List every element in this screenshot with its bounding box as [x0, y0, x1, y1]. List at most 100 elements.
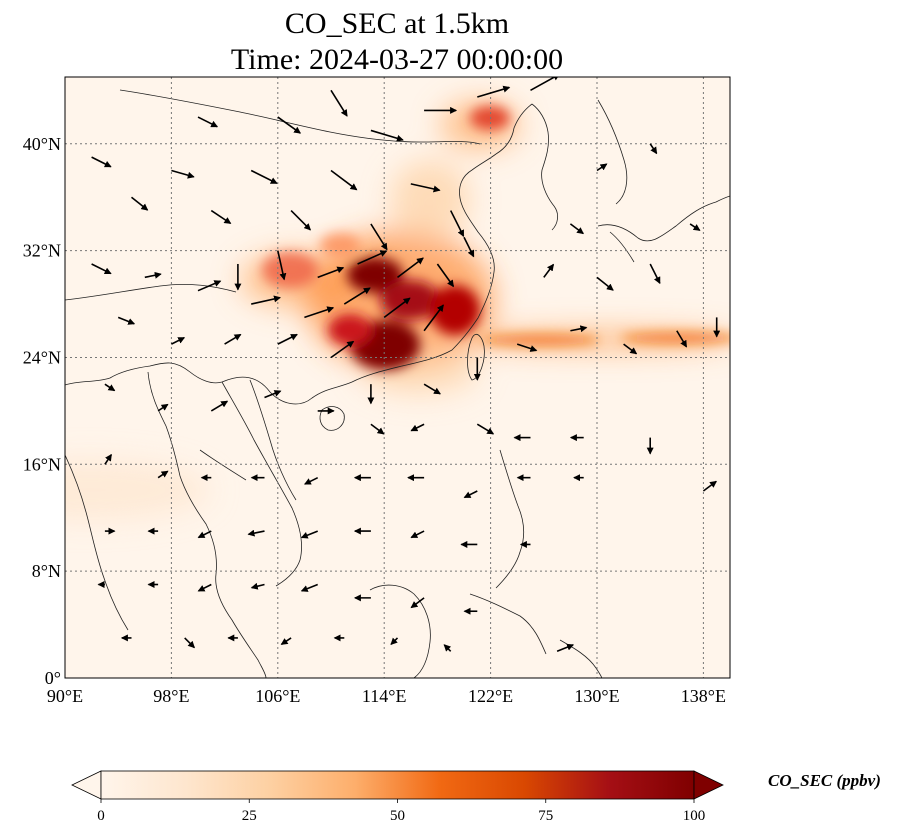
wind-arrow — [463, 236, 475, 258]
gridlines — [65, 77, 730, 678]
wind-arrow — [370, 129, 404, 142]
wind-arrow — [649, 263, 661, 285]
lon-tick-label: 98°E — [153, 686, 189, 706]
wind-arrow — [300, 583, 318, 592]
wind-arrow — [383, 297, 411, 319]
lat-tick-label: 16°N — [23, 454, 61, 474]
wind-arrow — [197, 530, 212, 539]
wind-arrow — [264, 390, 282, 399]
wind-arrow — [423, 304, 444, 332]
wind-arrow — [596, 276, 614, 291]
wind-arrow — [410, 597, 425, 609]
wind-arrow — [171, 336, 186, 345]
wind-arrow — [476, 423, 495, 435]
wind-arrow — [397, 257, 424, 278]
coastlines — [65, 89, 730, 678]
wind-arrow — [649, 143, 658, 155]
wind-arrow — [91, 263, 112, 275]
plume-core — [262, 106, 730, 370]
wind-arrow — [449, 210, 465, 238]
wind-arrow — [702, 480, 718, 492]
lat-tick-label: 8°N — [32, 561, 61, 581]
wind-arrow — [277, 250, 287, 281]
colorbar-tick-label: 75 — [538, 808, 553, 824]
lon-tick-label: 138°E — [681, 686, 726, 706]
wind-arrow — [104, 383, 116, 392]
wind-arrow — [390, 637, 399, 646]
wind-arrow — [157, 470, 169, 479]
colorbar-extend-min — [71, 770, 102, 800]
lon-tick-label: 90°E — [47, 686, 83, 706]
wind-arrow — [251, 295, 281, 305]
wind-arrow — [277, 116, 302, 134]
wind-arrow — [569, 223, 585, 235]
wind-arrow — [477, 85, 511, 98]
wind-arrow — [210, 400, 229, 412]
wind-arrow — [330, 340, 355, 359]
wind-arrow — [556, 643, 575, 653]
wind-arrow — [117, 316, 136, 325]
wind-arrow — [304, 476, 319, 485]
colorbar: 0 25 50 75 100 CO_SEC (ppbv) — [71, 770, 881, 824]
wind-arrow — [623, 343, 638, 355]
wind-arrow — [300, 530, 318, 539]
wind-arrow — [516, 343, 538, 352]
lat-tick-label: 0° — [45, 668, 61, 688]
colorbar-tick-label: 0 — [97, 808, 105, 824]
colorbar-tick-label: 25 — [242, 808, 257, 824]
chart-title-line1: CO_SEC at 1.5km — [285, 7, 509, 40]
lon-tick-label: 106°E — [255, 686, 300, 706]
wind-arrow — [184, 637, 196, 649]
lat-tick-label: 32°N — [23, 241, 61, 261]
colorbar-label: CO_SEC (ppbv) — [768, 771, 881, 790]
wind-arrow — [250, 582, 265, 590]
colorbar-ticks: 0 25 50 75 100 — [97, 799, 705, 824]
map-panel: 90°E 98°E 106°E 114°E 122°E 130°E 138°E 0° 8°N 1… — [23, 76, 731, 706]
wind-arrow — [197, 116, 219, 128]
wind-arrow — [343, 287, 371, 305]
wind-arrow — [91, 156, 112, 168]
wind-arrow — [277, 333, 298, 345]
wind-arrow — [131, 196, 149, 211]
wind-vectors — [91, 77, 721, 653]
chart-title-line2: Time: 2024-03-27 00:00:00 — [231, 43, 563, 76]
wind-arrow — [144, 271, 162, 279]
wind-arrow — [410, 530, 425, 539]
wind-arrow — [304, 306, 335, 319]
wind-arrow — [423, 383, 441, 395]
wind-arrow — [280, 637, 292, 645]
wind-arrow — [247, 529, 265, 537]
wind-arrow — [330, 89, 348, 117]
lon-tick-label: 122°E — [468, 686, 513, 706]
wind-arrow — [330, 169, 358, 191]
wind-arrow — [370, 223, 388, 251]
wind-arrow — [250, 169, 278, 185]
lon-tick-label: 130°E — [574, 686, 619, 706]
wind-arrow — [157, 403, 169, 412]
wind-arrow — [543, 263, 555, 278]
lat-tick-label: 40°N — [23, 134, 61, 154]
colorbar-tick-label: 50 — [390, 808, 405, 824]
wind-arrow — [596, 163, 608, 172]
lat-tick-label: 24°N — [23, 347, 61, 367]
wind-arrow — [290, 209, 312, 231]
colorbar-body — [100, 770, 695, 800]
latitude-ticks: 0° 8°N 16°N 24°N 32°N 40°N — [23, 134, 61, 688]
wind-arrow — [224, 333, 242, 345]
wind-arrow — [410, 423, 425, 432]
wind-arrow — [443, 644, 452, 652]
wind-arrow — [370, 423, 385, 435]
wind-arrow — [436, 263, 455, 288]
colorbar-tick-label: 100 — [683, 808, 706, 824]
colorbar-extend-max — [693, 770, 724, 800]
lon-tick-label: 114°E — [362, 686, 407, 706]
wind-arrow — [197, 280, 222, 292]
wind-arrow — [210, 209, 232, 225]
wind-arrow — [676, 330, 688, 348]
wind-arrow — [410, 183, 441, 193]
map-frame — [64, 76, 731, 679]
wind-arrow — [197, 583, 212, 592]
wind-arrow — [463, 490, 478, 499]
wind-arrow — [357, 250, 388, 265]
